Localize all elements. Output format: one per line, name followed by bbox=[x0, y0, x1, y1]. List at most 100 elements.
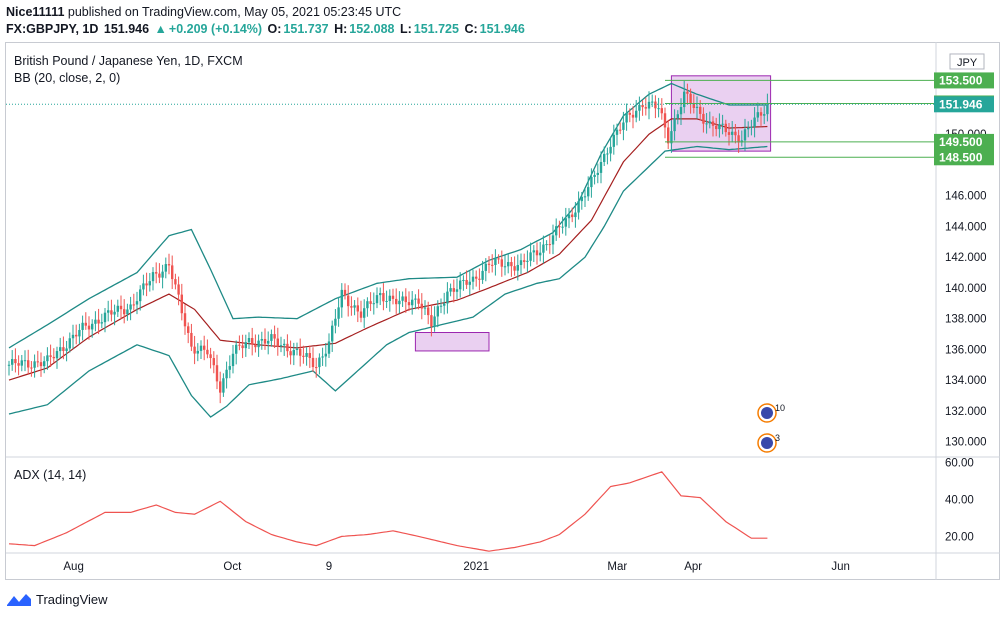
candle-body bbox=[558, 226, 561, 228]
last-price: 151.946 bbox=[103, 22, 150, 36]
candle-body bbox=[663, 113, 667, 128]
publish-info: Nice11111 published on TradingView.com, … bbox=[6, 5, 401, 19]
candle-body bbox=[276, 338, 279, 347]
candle-body bbox=[212, 358, 215, 366]
candle-body bbox=[679, 107, 683, 115]
candle-body bbox=[465, 279, 468, 285]
price-label-tag bbox=[934, 96, 994, 113]
time-tick-label: 2021 bbox=[463, 561, 489, 573]
time-tick-label: Mar bbox=[607, 561, 627, 573]
candle-body bbox=[206, 349, 209, 355]
candle-body bbox=[292, 350, 295, 356]
candle-body bbox=[747, 127, 750, 130]
candle-body bbox=[449, 288, 452, 292]
time-tick-label: Apr bbox=[684, 561, 702, 573]
price-tick-label: 146.000 bbox=[945, 191, 987, 203]
candle-body bbox=[327, 341, 331, 354]
candle-body bbox=[353, 305, 356, 308]
candle-body bbox=[414, 298, 417, 300]
candle-body bbox=[23, 360, 27, 362]
candle-body bbox=[391, 295, 395, 299]
candle-body bbox=[299, 348, 302, 356]
candle-body bbox=[443, 303, 446, 306]
candle-body bbox=[164, 264, 167, 272]
candle-body bbox=[593, 174, 596, 177]
candle-body bbox=[494, 258, 497, 265]
price-tick-label: 132.000 bbox=[945, 406, 987, 418]
candle-body bbox=[75, 334, 78, 337]
candle-body bbox=[676, 114, 679, 119]
candle-body bbox=[731, 131, 734, 135]
open-value: 151.737 bbox=[283, 22, 329, 36]
candle-body bbox=[641, 104, 644, 108]
symbol: FX:GBPJPY, 1D bbox=[6, 22, 99, 36]
candle-body bbox=[759, 112, 763, 116]
candle-body bbox=[436, 306, 439, 317]
symbol-ohlc: FX:GBPJPY, 1D 151.946 ▲ +0.209 (+0.14%) O… bbox=[6, 22, 527, 36]
candle-body bbox=[631, 114, 635, 118]
candle-body bbox=[606, 153, 609, 155]
zone-rectangle[interactable] bbox=[670, 75, 772, 152]
candle-body bbox=[347, 295, 350, 307]
tradingview-logo[interactable]: TradingView bbox=[6, 591, 108, 607]
candle-body bbox=[199, 345, 203, 351]
price-label-text: 149.500 bbox=[939, 135, 983, 149]
adx-tick-label: 20.00 bbox=[945, 531, 974, 543]
candle-body bbox=[491, 264, 494, 266]
zone-rectangle[interactable] bbox=[414, 332, 490, 352]
candle-body bbox=[599, 161, 603, 173]
candle-body bbox=[689, 93, 692, 104]
candle-body bbox=[324, 353, 327, 357]
candle-body bbox=[635, 110, 638, 118]
candle-body bbox=[481, 270, 484, 280]
candle-body bbox=[174, 279, 177, 285]
author-name[interactable]: Nice11111 bbox=[6, 5, 65, 19]
candle-body bbox=[177, 284, 180, 295]
candle-body bbox=[110, 310, 113, 315]
candle-body bbox=[123, 309, 126, 315]
candle-body bbox=[587, 187, 590, 197]
candle-body bbox=[46, 355, 49, 362]
candle-body bbox=[478, 278, 481, 280]
candle-body bbox=[39, 362, 43, 367]
candle-body bbox=[187, 326, 190, 333]
candle-body bbox=[519, 260, 523, 266]
candle-body bbox=[398, 300, 401, 305]
candle-body bbox=[161, 271, 164, 278]
candle-body bbox=[279, 345, 283, 347]
candle-body bbox=[673, 118, 676, 132]
candle-body bbox=[369, 301, 372, 304]
low-label: L: bbox=[399, 22, 412, 36]
candle-body bbox=[196, 350, 199, 354]
candle-body bbox=[263, 338, 267, 344]
candle-body bbox=[33, 361, 36, 368]
candle-body bbox=[375, 295, 379, 304]
candle-body bbox=[343, 289, 347, 296]
adx-line bbox=[8, 471, 768, 552]
price-tick-label: 136.000 bbox=[945, 344, 987, 356]
price-tick-label: 140.000 bbox=[945, 283, 987, 295]
candle-body bbox=[433, 316, 436, 327]
candle-body bbox=[167, 264, 171, 266]
candle-body bbox=[129, 304, 132, 310]
candle-body bbox=[395, 298, 398, 305]
candle-body bbox=[647, 101, 651, 109]
time-tick-label: Oct bbox=[223, 561, 242, 573]
candle-body bbox=[235, 344, 238, 354]
candle-body bbox=[103, 312, 107, 323]
candle-body bbox=[657, 108, 660, 110]
candle-body bbox=[500, 259, 503, 267]
candle-body bbox=[119, 305, 123, 310]
candle-body bbox=[36, 361, 39, 363]
candle-body bbox=[155, 272, 158, 274]
candle-body bbox=[513, 266, 516, 271]
candle-body bbox=[87, 325, 91, 330]
candle-body bbox=[705, 123, 708, 125]
candle-body bbox=[180, 294, 183, 314]
candle-body bbox=[267, 340, 270, 344]
candle-body bbox=[555, 226, 558, 236]
candle-body bbox=[388, 295, 391, 302]
candle-body bbox=[452, 288, 455, 292]
published-text: published on TradingView.com, May 05, 20… bbox=[67, 5, 402, 19]
